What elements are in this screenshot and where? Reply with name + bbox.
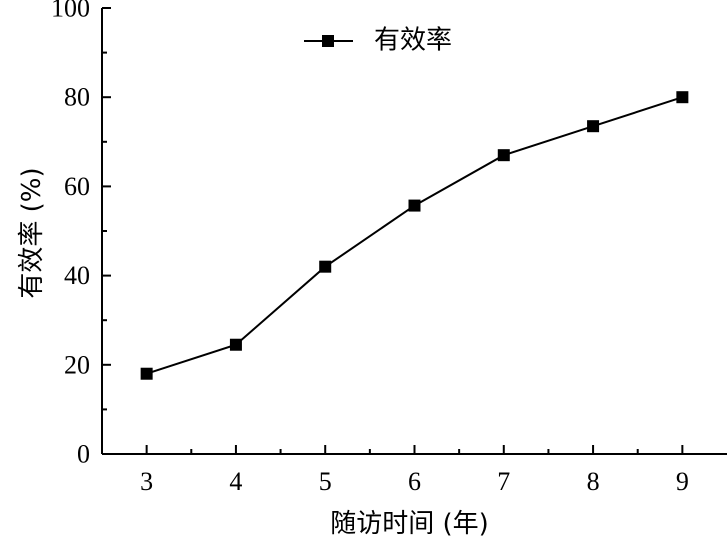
data-point bbox=[408, 199, 421, 212]
ticks: 0 20 40 60 80 100 3 4 5 6 7 8 9 bbox=[51, 0, 689, 496]
series-line bbox=[146, 96, 683, 375]
axes bbox=[101, 8, 727, 455]
x-tick-label: 4 bbox=[229, 467, 242, 496]
data-point bbox=[319, 260, 332, 273]
legend: 有效率 bbox=[304, 26, 452, 56]
x-tick-label: 6 bbox=[408, 467, 421, 496]
data-point bbox=[229, 338, 242, 351]
x-tick-label: 5 bbox=[319, 467, 332, 496]
y-tick-label: 80 bbox=[64, 83, 90, 112]
x-tick-label: 9 bbox=[676, 467, 689, 496]
data-point bbox=[587, 120, 600, 133]
x-axis-title: 随访时间 (年) bbox=[330, 509, 489, 539]
series-layer bbox=[140, 91, 689, 380]
data-point bbox=[140, 367, 153, 380]
y-tick-label: 100 bbox=[51, 0, 90, 23]
x-tick-label: 8 bbox=[587, 467, 600, 496]
legend-marker bbox=[322, 35, 334, 47]
x-tick-label: 3 bbox=[140, 467, 153, 496]
data-point bbox=[497, 149, 510, 162]
legend-label: 有效率 bbox=[374, 26, 452, 56]
y-tick-label: 0 bbox=[77, 440, 90, 469]
y-tick-label: 60 bbox=[64, 172, 90, 201]
y-tick-label: 20 bbox=[64, 350, 90, 379]
x-tick-label: 7 bbox=[497, 467, 510, 496]
y-axis-title: 有效率 (%) bbox=[17, 167, 47, 298]
data-point bbox=[676, 91, 689, 104]
y-tick-label: 40 bbox=[64, 261, 90, 290]
